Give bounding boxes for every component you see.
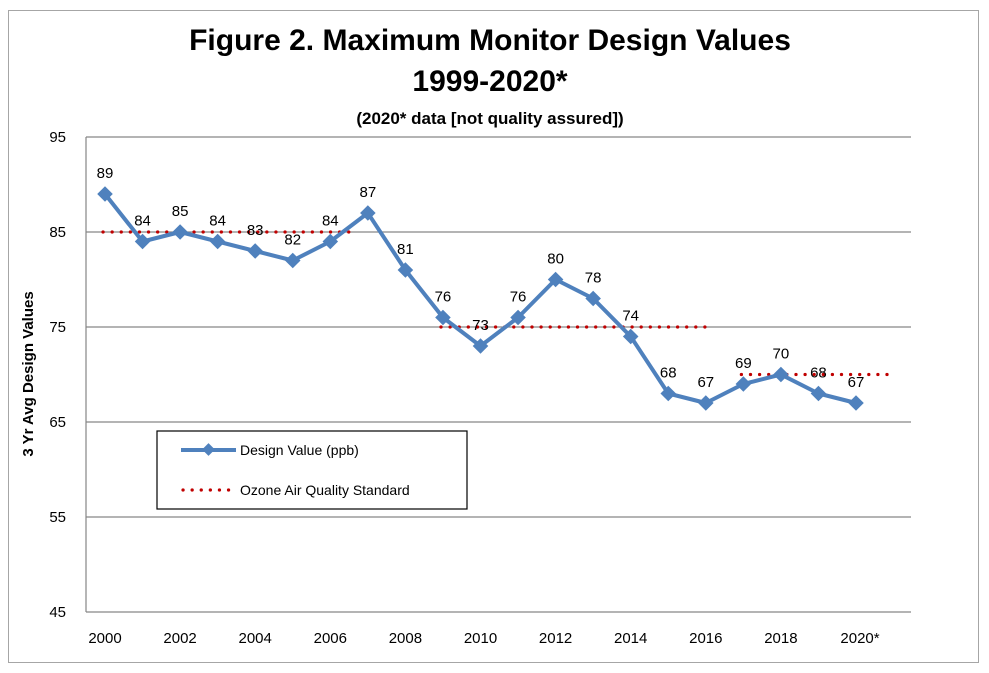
chart-title: Figure 2. Maximum Monitor Design Values [189,24,791,57]
data-label: 83 [247,222,264,239]
chart-title-years: 1999-2020* [412,65,567,98]
data-label: 67 [697,374,714,391]
data-label: 84 [209,213,226,230]
data-label: 69 [735,355,752,372]
legend-standard-label: Ozone Air Quality Standard [240,482,410,498]
data-label: 87 [360,184,377,201]
data-label: 68 [810,365,827,382]
x-tick-label: 2020* [840,630,879,647]
data-label: 80 [547,251,564,268]
data-point-marker [848,395,864,411]
x-tick-label: 2016 [689,630,722,647]
data-point-marker [284,252,301,269]
chart-subtitle: (2020* data [not quality assured]) [356,109,623,128]
y-tick-label: 85 [49,224,66,241]
x-tick-label: 2002 [163,630,196,647]
data-point-marker [247,243,263,259]
y-tick-label: 75 [49,319,66,336]
data-label: 82 [284,232,301,249]
data-label: 76 [510,289,527,306]
data-labels: 89 84 85 84 83 82 84 87 81 76 73 76 80 78 74 68 67 69 70 68… [97,165,865,391]
y-tick-label: 45 [49,604,66,621]
x-tick-labels: 2000 2002 2004 2006 2008 2010 2012 2014 2016 2018… [88,630,879,647]
data-label: 70 [773,346,790,363]
data-point-marker [209,233,226,250]
x-tick-label: 2012 [539,630,572,647]
data-label: 67 [848,374,865,391]
data-point-marker [698,395,714,411]
x-tick-label: 2014 [614,630,647,647]
data-label: 85 [172,203,189,220]
x-tick-label: 2008 [389,630,422,647]
y-tick-labels: 45 55 65 75 85 95 [49,129,66,621]
data-point-marker [773,366,789,383]
x-tick-label: 2004 [239,630,272,647]
x-tick-label: 2018 [764,630,797,647]
y-axis-label: 3 Yr Avg Design Values [20,291,37,456]
data-label: 84 [322,213,339,230]
y-tick-label: 65 [49,414,66,431]
data-point-marker [735,376,752,392]
data-point-marker [97,186,113,202]
data-point-marker [134,233,151,250]
data-label: 84 [134,213,151,230]
data-label: 76 [435,289,452,306]
data-label: 73 [472,317,489,334]
data-point-marker [322,233,339,250]
standard-series [101,230,892,377]
data-point-marker [810,385,827,402]
data-label: 78 [585,270,602,287]
x-tick-label: 2010 [464,630,497,647]
data-label: 89 [97,165,114,182]
x-tick-label: 2000 [88,630,121,647]
x-tick-label: 2006 [314,630,347,647]
y-tick-label: 55 [49,509,66,526]
y-tick-label: 95 [49,129,66,146]
gridlines [85,136,911,613]
data-label: 68 [660,365,677,382]
data-label: 81 [397,241,414,258]
data-point-marker [172,224,188,240]
legend-design-marker [202,443,215,456]
data-label: 74 [622,308,639,325]
legend: Design Value (ppb) Ozone Air Quality Sta… [156,430,468,510]
legend-design-label: Design Value (ppb) [240,442,359,458]
data-point-marker [360,205,376,221]
